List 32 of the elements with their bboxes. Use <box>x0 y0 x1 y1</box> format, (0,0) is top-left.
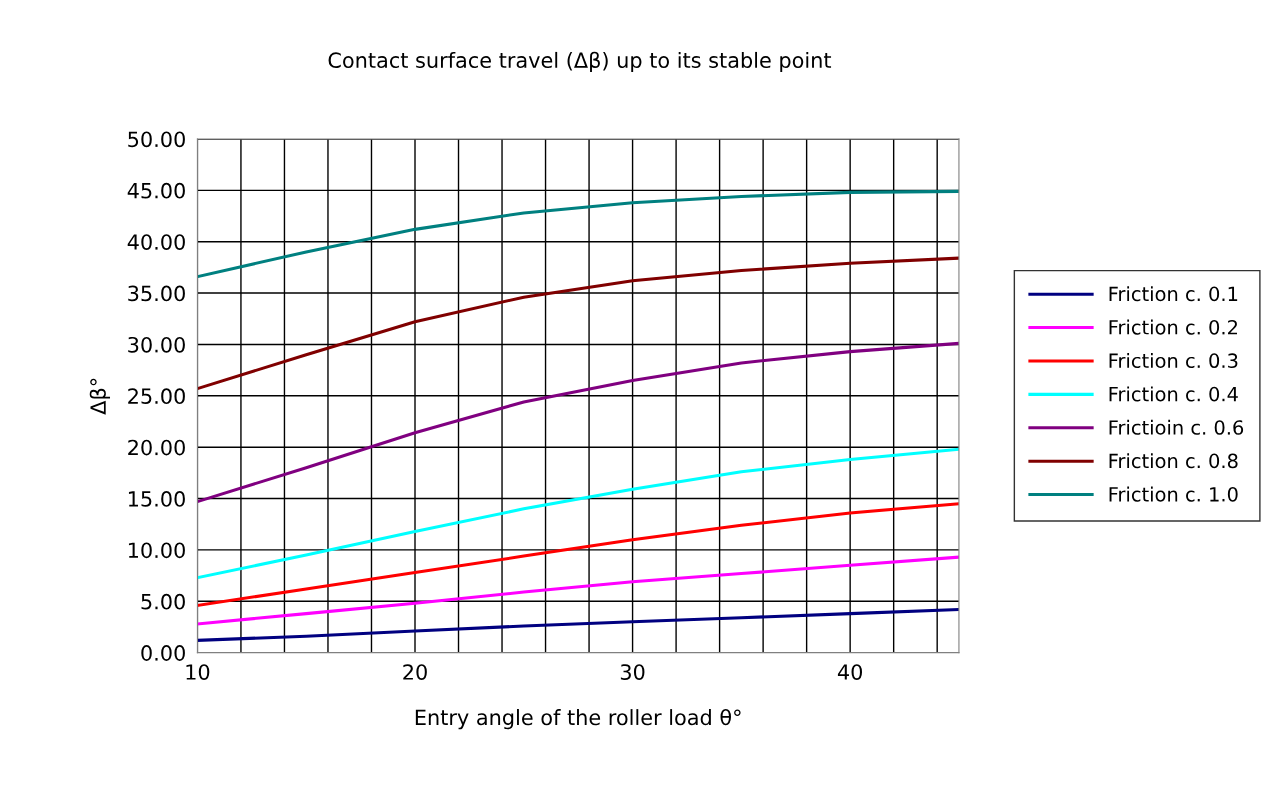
y-tick-label: 40.00 <box>127 234 185 250</box>
y-tick-label: 25.00 <box>128 388 185 405</box>
line-series <box>197 341 959 504</box>
line-series <box>197 447 959 580</box>
legend-label: Frictioin c. 0.6 <box>1109 419 1244 435</box>
y-tick-label: 5.00 <box>141 593 185 610</box>
y-tick-label: 20.00 <box>128 439 185 456</box>
x-tick-label: 40 <box>837 664 863 680</box>
line-series <box>197 555 959 626</box>
x-axis-title: Entry angle of the roller load θ° <box>415 708 741 730</box>
line-series <box>197 502 959 607</box>
y-tick-label: 0.00 <box>141 645 185 661</box>
chart-title: Contact surface travel (Δβ) up to its stable point <box>328 51 832 73</box>
y-tick-label: 15.00 <box>128 491 185 507</box>
legend-label: Friction c. 0.1 <box>1109 286 1238 302</box>
y-tick-label: 35.00 <box>128 285 185 302</box>
legend-label: Friction c. 1.0 <box>1109 486 1238 502</box>
y-tick-label: 30.00 <box>128 336 185 353</box>
line-series <box>197 607 959 642</box>
legend-label: Friction c. 0.2 <box>1109 319 1237 335</box>
y-tick-label: 50.00 <box>128 131 185 148</box>
legend-label: Friction c. 0.4 <box>1109 386 1238 402</box>
y-tick-label: 45.00 <box>127 182 185 199</box>
legend-label: Friction c. 0.8 <box>1109 453 1238 469</box>
y-axis-title: Δβ° <box>89 378 111 415</box>
x-tick-label: 10 <box>186 664 210 680</box>
line-series <box>197 256 959 391</box>
x-tick-label: 30 <box>620 664 645 680</box>
line-series <box>197 189 959 279</box>
y-tick-label: 10.00 <box>128 542 185 559</box>
legend-label: Friction c. 0.3 <box>1109 353 1238 369</box>
x-tick-label: 20 <box>403 664 427 680</box>
